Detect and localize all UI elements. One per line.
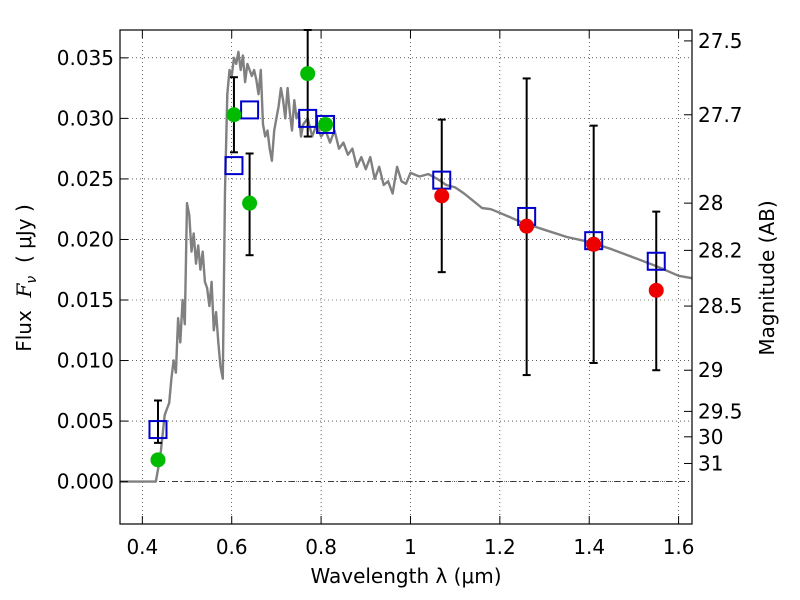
observed-flux-point bbox=[242, 195, 258, 211]
model-spectrum-line bbox=[120, 50, 693, 483]
y-axis-title-subscript: ν bbox=[24, 276, 40, 284]
model-flux-square bbox=[316, 114, 336, 134]
x-tick-label: 1.2 bbox=[484, 535, 516, 559]
right-tick-label: 28.2 bbox=[698, 238, 743, 262]
y-tick-label: 0.025 bbox=[57, 167, 114, 191]
right-tick-label: 31 bbox=[698, 451, 723, 475]
x-tick-label: 0.4 bbox=[126, 535, 158, 559]
y-axis-title: Flux Fν ( μJy ) bbox=[12, 204, 40, 352]
observed-flux-point bbox=[150, 452, 166, 468]
model-flux-square bbox=[646, 251, 666, 271]
x-tick-label: 1.6 bbox=[663, 535, 695, 559]
plot-frame bbox=[119, 29, 693, 525]
y-tick-label: 0.030 bbox=[57, 106, 114, 130]
right-tick-label: 29.5 bbox=[698, 399, 743, 423]
y-tick-labels: 0.000 0.005 0.010 0.015 0.020 0.025 0.030 0.035 bbox=[57, 46, 114, 494]
y-tick-label: 0.020 bbox=[57, 227, 114, 251]
observed-flux-point bbox=[519, 218, 535, 234]
observed-flux-point bbox=[434, 188, 450, 204]
model-spectrum-curve bbox=[120, 50, 693, 483]
observed-flux-point bbox=[318, 116, 334, 132]
x-axis-title: Wavelength λ (μm) bbox=[310, 564, 501, 588]
right-tick-label: 28 bbox=[698, 191, 723, 215]
observed-flux-point bbox=[648, 282, 664, 298]
right-tick-label: 27.5 bbox=[698, 29, 743, 53]
axis-ticks bbox=[120, 30, 692, 524]
y-tick-label: 0.015 bbox=[57, 288, 114, 312]
model-flux-square bbox=[224, 156, 244, 176]
y-axis-title-symbol: F bbox=[12, 282, 36, 298]
grid-lines bbox=[120, 30, 692, 524]
x-tick-label: 1.4 bbox=[573, 535, 605, 559]
x-tick-label: 0.8 bbox=[305, 535, 337, 559]
y-tick-label: 0.035 bbox=[57, 46, 114, 70]
right-axis-title: Magnitude (AB) bbox=[755, 200, 779, 355]
y-tick-label: 0.000 bbox=[57, 470, 114, 494]
y-tick-label: 0.010 bbox=[57, 349, 114, 373]
x-tick-label: 0.6 bbox=[216, 535, 248, 559]
data-markers bbox=[148, 66, 666, 468]
observed-flux-point bbox=[300, 66, 316, 82]
right-tick-label: 30 bbox=[698, 425, 723, 449]
x-tick-label: 1 bbox=[404, 535, 417, 559]
observed-flux-point bbox=[586, 236, 602, 252]
right-tick-label: 27.7 bbox=[698, 103, 743, 127]
right-tick-label: 28.5 bbox=[698, 294, 743, 318]
y-tick-label: 0.005 bbox=[57, 409, 114, 433]
model-flux-square bbox=[148, 420, 168, 440]
observed-flux-point bbox=[226, 107, 242, 123]
x-tick-labels: 0.4 0.6 0.8 1 1.2 1.4 1.6 bbox=[126, 535, 694, 559]
model-flux-square bbox=[240, 100, 260, 120]
right-tick-label: 29 bbox=[698, 358, 723, 382]
y-axis-title-pre: Flux bbox=[12, 297, 36, 351]
y-axis-title-post: ( μJy ) bbox=[12, 204, 36, 276]
